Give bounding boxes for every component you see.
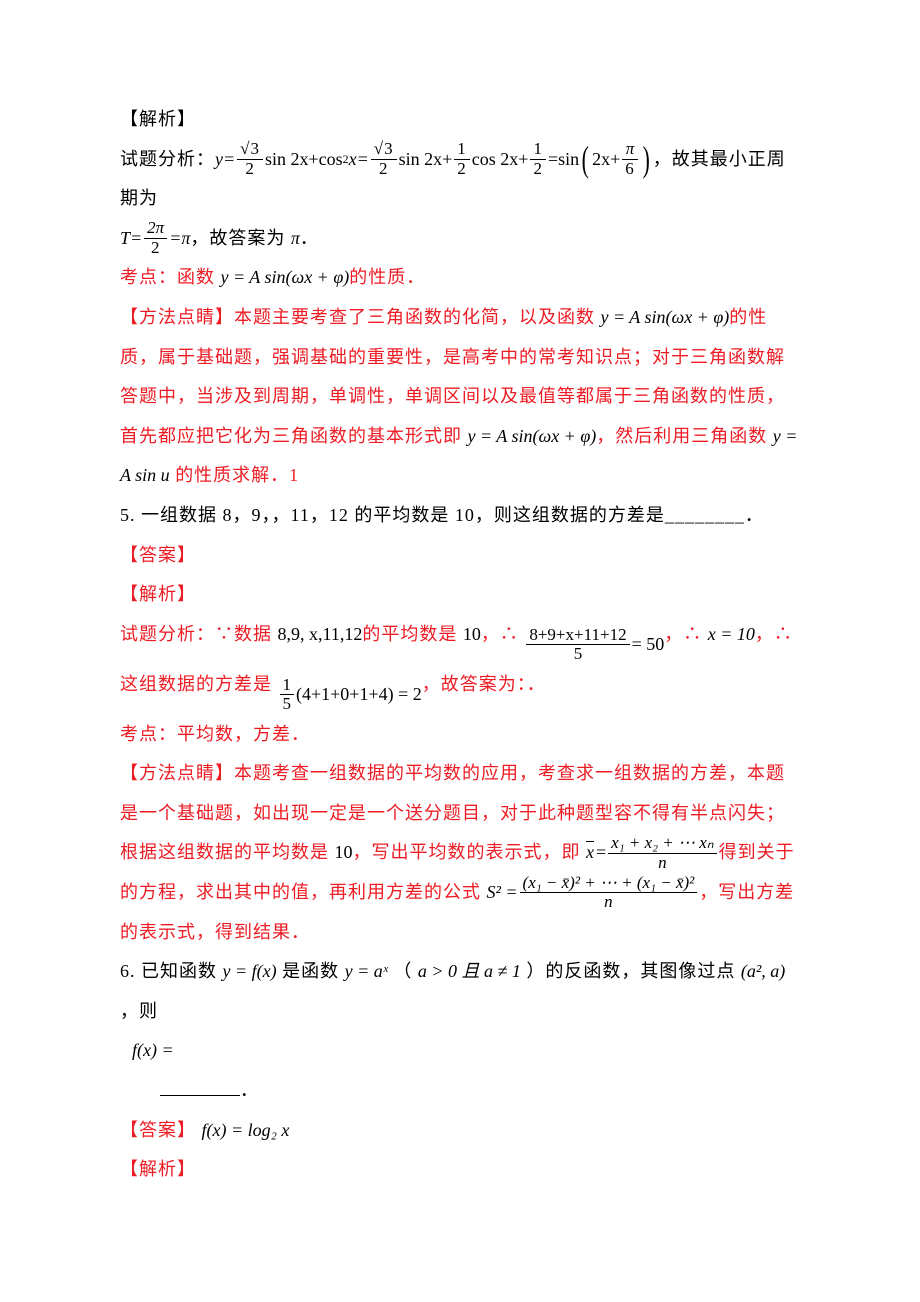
lparen-icon: ( bbox=[582, 149, 590, 171]
S2: S² = bbox=[487, 873, 518, 913]
eq-pi: =π bbox=[169, 219, 190, 259]
section-jiexi-4: 【解析】 bbox=[120, 100, 800, 140]
x-eq-10: x = 10 bbox=[708, 624, 755, 644]
mf2: y = A sin(ωx + φ) bbox=[468, 426, 597, 446]
p4-kaodian: 考点：函数 y = A sin(ωx + φ)的性质． bbox=[120, 258, 800, 298]
a3: ，∴ bbox=[481, 624, 519, 644]
pi-ans: π bbox=[291, 228, 300, 248]
T-formula: T= 2π2 =π bbox=[120, 219, 190, 259]
sin2x-cos: sin 2x+cos bbox=[265, 140, 343, 180]
p6-fx: f(x) = bbox=[120, 1031, 800, 1071]
shiti-label: 试题分析： bbox=[120, 140, 215, 180]
m3: ，然后利用三角函数 bbox=[596, 426, 767, 446]
rparen-icon: ) bbox=[642, 149, 650, 171]
var-paren: (4+1+0+1+4) = 2 bbox=[296, 675, 422, 715]
p6-blank: ． bbox=[120, 1071, 800, 1111]
frac-sqrt3-2-b: √32 bbox=[371, 140, 397, 178]
cos2x-plus: cos 2x+ bbox=[472, 140, 529, 180]
p6-answer: f(x) = log₂ x bbox=[202, 1120, 290, 1140]
kaodian-5: 考点： bbox=[120, 724, 177, 744]
p5-analysis: 试题分析：∵数据 8,9, x,11,12的平均数是 10，∴ 8+9+x+11… bbox=[120, 615, 800, 715]
p4-method: 【方法点睛】本题主要考查了三角函数的化简，以及函数 y = A sin(ωx +… bbox=[120, 298, 800, 496]
kaodian-text: 函数 bbox=[177, 267, 215, 287]
daan-6: 【答案】 bbox=[120, 1120, 196, 1140]
p5-kaodian: 考点：平均数，方差． bbox=[120, 715, 800, 755]
mean-10: 10 bbox=[463, 624, 481, 644]
frac-2pi-2: 2π2 bbox=[144, 219, 167, 257]
mean-formula: x= x₁ + x₂ + ⋯ xₙn bbox=[586, 833, 719, 873]
q6-f2: y = aˣ bbox=[345, 961, 388, 981]
m5-2: ，写出平均数的表示式，即 bbox=[353, 842, 581, 862]
p6-question: 6. 已知函数 y = f(x) 是函数 y = aˣ （ a > 0 且 a … bbox=[120, 952, 800, 1031]
T-eq: T= bbox=[120, 219, 142, 259]
p4-T-line: T= 2π2 =π ，故答案为 π． bbox=[120, 219, 800, 259]
p4-formula-main: 试题分析： y= √32 sin 2x+cos2 x= √32 sin 2x+ … bbox=[120, 140, 653, 180]
a1: ∵数据 bbox=[215, 624, 272, 644]
eq50: = 50 bbox=[632, 625, 665, 665]
data-list: 8,9, x,11,12 bbox=[278, 624, 363, 644]
var-formula: S² = (x₁ − x̄)² + ⋯ + (x₁ − x̄)²n bbox=[487, 873, 700, 913]
p4-analysis-line1: 试题分析： y= √32 sin 2x+cos2 x= √32 sin 2x+ … bbox=[120, 140, 800, 219]
fangfa-5: 【方法点睛】 bbox=[120, 763, 234, 783]
a2: 的平均数是 bbox=[362, 624, 457, 644]
p6-daan: 【答案】 f(x) = log₂ x bbox=[120, 1111, 800, 1151]
mf1: y = A sin(ωx + φ) bbox=[601, 307, 730, 327]
kaodian-formula: y = A sin(ωx + φ) bbox=[221, 267, 350, 287]
inner-2x: 2x+ bbox=[592, 140, 620, 180]
fangfa-label: 【方法点睛】 bbox=[120, 307, 234, 327]
q6-f1: y = f(x) bbox=[223, 961, 277, 981]
q6-5: ，则 bbox=[120, 1001, 158, 1021]
frac-sqrt3-2-a: √32 bbox=[237, 140, 263, 178]
a4: ，∴ bbox=[664, 624, 702, 644]
q6-cond: a > 0 且 a ≠ 1 bbox=[418, 961, 521, 981]
q6-pt: (a², a) bbox=[741, 961, 785, 981]
T-tail: ，故答案为 bbox=[190, 228, 285, 248]
kd5-text: 平均数，方差． bbox=[177, 724, 310, 744]
eq-sin: =sin bbox=[548, 140, 579, 180]
y-eq: y= bbox=[215, 140, 235, 180]
m1: 本题主要考查了三角函数的化简，以及函数 bbox=[234, 307, 595, 327]
m4: 的性质求解．1 bbox=[170, 465, 300, 485]
p5-question: 5. 一组数据 8，9，，11，12 的平均数是 10，则这组数据的方差是___… bbox=[120, 496, 800, 536]
frac-pi-6: π6 bbox=[622, 140, 638, 178]
mean-frac: 8+9+x+11+125 = 50 bbox=[524, 625, 664, 665]
p5-method: 【方法点睛】本题考查一组数据的平均数的应用，考查求一组数据的方差，本题是一个基础… bbox=[120, 754, 800, 952]
p6-jiexi: 【解析】 bbox=[120, 1150, 800, 1190]
var-calc: 15 (4+1+0+1+4) = 2 bbox=[278, 675, 422, 715]
dot-1: ． bbox=[300, 228, 319, 248]
p5-jiexi: 【解析】 bbox=[120, 575, 800, 615]
q6-3: （ bbox=[393, 961, 412, 981]
q6-1: 6. 已知函数 bbox=[120, 961, 217, 981]
sin2x-plus: sin 2x+ bbox=[399, 140, 453, 180]
kaodian-tail: 的性质． bbox=[349, 267, 425, 287]
x-eq: x= bbox=[349, 140, 369, 180]
kaodian-label: 考点： bbox=[120, 267, 177, 287]
frac-1-2-a: 12 bbox=[454, 140, 470, 178]
a6: ，故答案为：． bbox=[422, 674, 546, 694]
q6-2: 是函数 bbox=[282, 961, 339, 981]
m5-mean: 10 bbox=[335, 842, 353, 862]
shiti-5: 试题分析： bbox=[120, 624, 215, 644]
p5-daan: 【答案】 bbox=[120, 536, 800, 576]
frac-1-2-b: 12 bbox=[530, 140, 546, 178]
q6-4: ）的反函数，其图像过点 bbox=[526, 961, 735, 981]
